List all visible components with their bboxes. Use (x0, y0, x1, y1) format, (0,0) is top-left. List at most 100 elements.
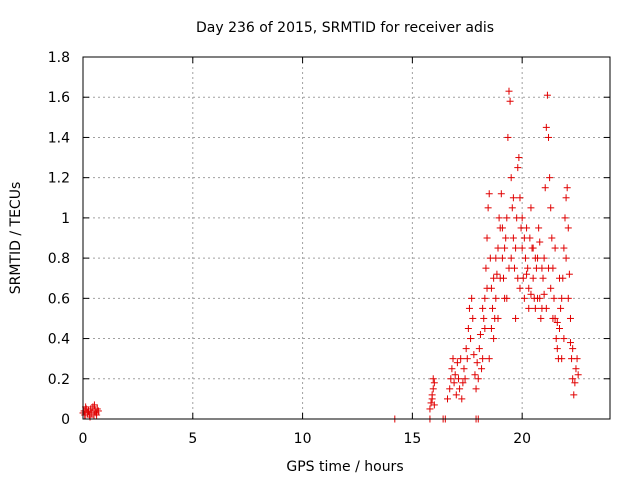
data-point (494, 314, 502, 322)
data-point (470, 351, 478, 359)
data-point (459, 379, 467, 387)
data-point (93, 411, 101, 419)
data-point (465, 304, 473, 312)
data-point (483, 234, 491, 242)
data-point (495, 214, 503, 222)
data-point (448, 365, 456, 373)
data-point (464, 325, 472, 332)
data-point (502, 234, 510, 242)
data-point (537, 314, 545, 322)
y-tick-label: 1 (61, 211, 70, 227)
data-point (529, 274, 537, 282)
chart-title: Day 236 of 2015, SRMTID for receiver adi… (196, 20, 494, 36)
data-point (516, 284, 524, 292)
data-point (561, 214, 569, 222)
data-point (534, 294, 542, 302)
data-point (506, 97, 514, 105)
data-point (485, 355, 493, 363)
data-points (79, 87, 582, 423)
data-point (504, 133, 512, 141)
data-point (487, 325, 495, 332)
data-point (553, 345, 561, 353)
data-point (529, 244, 537, 252)
data-point (490, 335, 498, 343)
data-point (572, 365, 580, 373)
data-point (430, 401, 438, 409)
data-point (483, 284, 491, 292)
y-tick-label: 0.2 (48, 372, 70, 388)
data-point (467, 335, 475, 343)
data-point (560, 244, 568, 252)
data-point (553, 318, 561, 326)
data-point (456, 385, 464, 393)
data-point (549, 314, 557, 322)
x-tick-label: 10 (294, 431, 312, 447)
data-point (566, 314, 574, 322)
data-point (494, 244, 502, 252)
data-point (573, 355, 581, 363)
data-point (454, 375, 462, 383)
data-point (478, 365, 486, 373)
data-point (452, 391, 460, 399)
data-point (429, 385, 437, 393)
data-point (560, 335, 568, 343)
data-point (515, 154, 523, 162)
data-point (492, 294, 500, 302)
data-point (493, 270, 501, 278)
data-point (558, 355, 566, 363)
data-point (512, 314, 520, 322)
data-point (540, 290, 548, 298)
data-point (542, 123, 550, 131)
data-point (531, 254, 539, 262)
data-point (570, 391, 578, 399)
y-tick-label: 1.2 (48, 171, 70, 187)
data-point (563, 184, 571, 192)
data-point (564, 294, 572, 302)
data-point (468, 294, 476, 302)
data-point (558, 294, 566, 302)
data-point (507, 174, 515, 182)
data-point (475, 345, 483, 353)
data-point (479, 304, 487, 312)
data-point (542, 304, 550, 312)
data-point (574, 371, 582, 379)
plot-frame (82, 56, 611, 420)
data-point (550, 294, 558, 302)
data-point (492, 254, 500, 262)
x-tick-label: 0 (79, 431, 88, 447)
data-point (543, 91, 551, 99)
y-tick-label: 0.8 (48, 251, 70, 267)
data-point (548, 234, 556, 242)
data-point (516, 194, 524, 202)
data-point (484, 204, 492, 212)
data-point (450, 379, 458, 387)
data-point (565, 270, 573, 278)
data-point (566, 339, 574, 347)
data-point (512, 244, 520, 252)
data-point (446, 385, 454, 393)
y-axis-title: SRMTID / TECUs (8, 182, 24, 295)
data-point (514, 164, 522, 172)
data-point (451, 371, 459, 379)
data-point (518, 214, 526, 222)
x-tick-label: 5 (188, 431, 197, 447)
data-point (489, 304, 497, 312)
data-point (426, 405, 434, 413)
data-point (444, 395, 452, 403)
data-point (481, 325, 489, 332)
data-point (536, 238, 544, 246)
data-point (457, 355, 465, 363)
data-point (547, 284, 555, 292)
data-point (552, 335, 560, 343)
data-point (479, 355, 487, 363)
data-point (523, 270, 531, 278)
data-point (569, 375, 577, 383)
data-point (569, 345, 577, 353)
data-point (555, 325, 563, 332)
data-point (525, 304, 533, 312)
y-tick-labels: 0 0.2 0.4 0.6 0.8 1 1.2 1.4 1.6 1.8 (48, 50, 70, 428)
data-point (524, 264, 532, 272)
data-point (429, 375, 437, 383)
data-point (555, 274, 563, 282)
y-tick-label: 1.8 (48, 50, 70, 66)
